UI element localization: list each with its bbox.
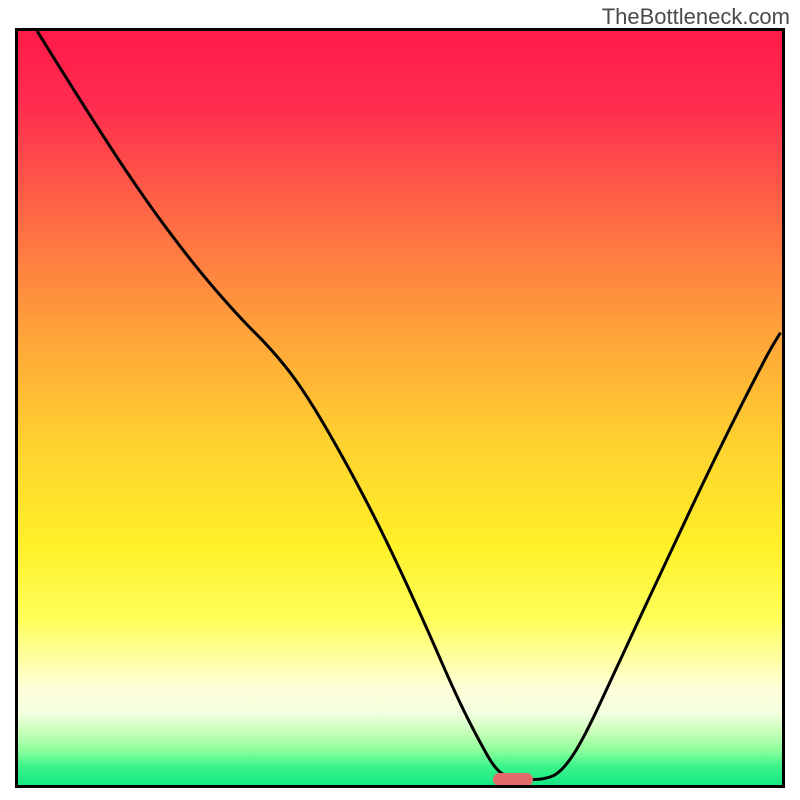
bottleneck-chart: [15, 28, 785, 788]
watermark: TheBottleneck.com: [602, 4, 790, 30]
bottleneck-curve: [18, 31, 782, 785]
optimal-marker: [493, 773, 533, 786]
